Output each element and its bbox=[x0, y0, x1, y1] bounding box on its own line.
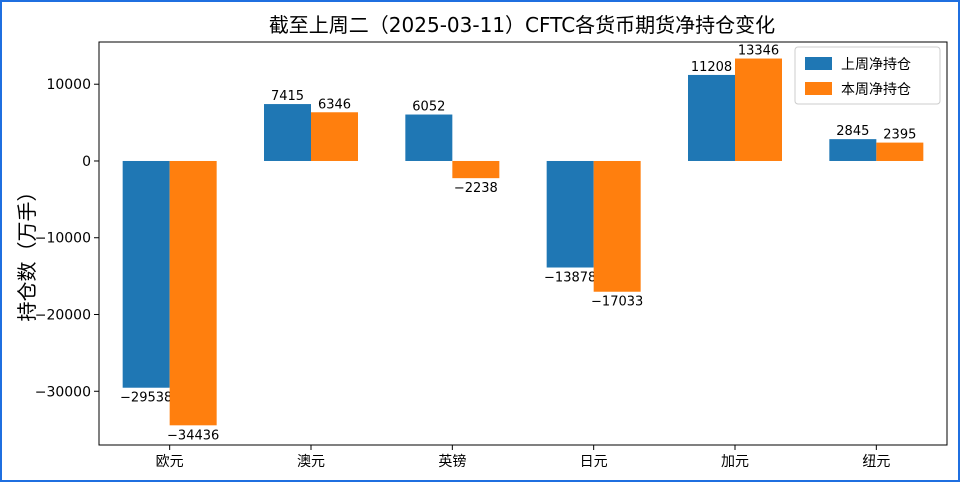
bar-this-week-5 bbox=[876, 142, 924, 161]
data-label: −13878 bbox=[544, 271, 596, 286]
data-label: 11208 bbox=[691, 60, 732, 75]
legend-swatch-this-week bbox=[805, 82, 832, 95]
bar-last-week-1 bbox=[264, 104, 311, 161]
bar-last-week-0 bbox=[122, 160, 170, 388]
bar-this-week-1 bbox=[311, 112, 358, 161]
data-label: 6052 bbox=[412, 100, 445, 115]
x-tick-label: 日元 bbox=[580, 454, 608, 470]
y-tick-label: 10000 bbox=[46, 77, 91, 93]
legend-label-last-week: 上周净持仓 bbox=[841, 57, 911, 73]
x-tick-label: 英镑 bbox=[438, 453, 466, 470]
legend-swatch-last-week bbox=[805, 57, 832, 70]
data-label: −2238 bbox=[454, 181, 498, 196]
bar-this-week-2 bbox=[452, 160, 500, 179]
bar-this-week-4 bbox=[735, 58, 782, 161]
y-tick-label: 0 bbox=[82, 154, 91, 170]
data-label: −34436 bbox=[167, 428, 219, 443]
x-tick-label: 澳元 bbox=[297, 454, 325, 470]
axes-frame bbox=[98, 41, 948, 446]
data-label: −29538 bbox=[120, 391, 172, 406]
chart-title: 截至上周二（2025-03-11）CFTC各货币期货净持仓变化 bbox=[269, 13, 775, 37]
data-label: 6346 bbox=[318, 97, 351, 112]
bar-last-week-3 bbox=[546, 160, 594, 268]
y-tick-label: −30000 bbox=[35, 384, 91, 400]
x-tick-label: 纽元 bbox=[862, 454, 890, 470]
data-label: 13346 bbox=[738, 44, 779, 59]
x-tick-label: 加元 bbox=[721, 454, 749, 470]
bar-last-week-5 bbox=[829, 139, 877, 161]
bar-this-week-3 bbox=[593, 160, 641, 292]
bar-last-week-2 bbox=[405, 114, 453, 161]
plot-area: −29538 −34436 欧元 7415 6346 澳元 6052 −2238 英镑 −1387… bbox=[35, 41, 948, 470]
data-label: 2395 bbox=[883, 128, 916, 143]
legend-label-this-week: 本周净持仓 bbox=[841, 82, 911, 98]
y-tick-label: −20000 bbox=[35, 308, 91, 324]
data-label: 7415 bbox=[271, 89, 304, 104]
data-label: 2845 bbox=[836, 124, 869, 139]
y-tick-label: −10000 bbox=[35, 231, 91, 247]
x-tick-label: 欧元 bbox=[156, 454, 184, 470]
data-label: −17033 bbox=[591, 295, 643, 310]
bar-this-week-0 bbox=[169, 160, 217, 426]
y-axis-label: 持仓数（万手） bbox=[15, 182, 39, 322]
bar-last-week-4 bbox=[688, 74, 735, 161]
